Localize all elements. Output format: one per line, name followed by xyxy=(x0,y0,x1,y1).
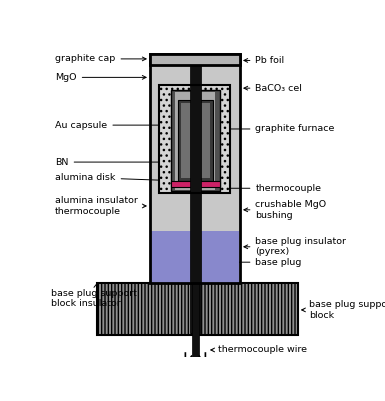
Bar xyxy=(231,55,239,282)
Bar xyxy=(150,54,240,283)
Bar xyxy=(151,231,239,283)
Bar xyxy=(181,103,210,178)
Bar xyxy=(151,193,239,231)
Bar xyxy=(150,54,240,283)
Bar xyxy=(171,91,220,191)
Text: alumina insulator
thermocouple: alumina insulator thermocouple xyxy=(55,196,146,216)
Text: MgO: MgO xyxy=(55,73,146,82)
Text: base plug insulator
(pyrex): base plug insulator (pyrex) xyxy=(244,237,346,257)
Bar xyxy=(176,92,216,190)
Text: base plug: base plug xyxy=(205,258,302,267)
Text: graphite furnace: graphite furnace xyxy=(224,124,335,134)
Bar xyxy=(159,85,230,193)
Text: crushable MgO
bushing: crushable MgO bushing xyxy=(244,200,326,219)
Bar xyxy=(192,283,199,358)
Text: BaCO₃ cel: BaCO₃ cel xyxy=(244,84,302,93)
Text: thermocouple: thermocouple xyxy=(224,184,321,193)
Text: base plug support
block insulator: base plug support block insulator xyxy=(51,283,137,308)
Bar xyxy=(159,85,230,193)
Text: BN: BN xyxy=(55,158,167,166)
Bar xyxy=(97,283,298,334)
Text: Pb foil: Pb foil xyxy=(244,56,285,65)
Text: Au capsule: Au capsule xyxy=(55,121,167,130)
Bar xyxy=(178,101,213,180)
Text: base plug support
block: base plug support block xyxy=(302,300,385,320)
Bar xyxy=(171,180,220,187)
Text: alumina disk: alumina disk xyxy=(55,173,167,182)
Bar xyxy=(150,54,240,65)
Text: thermocouple wire: thermocouple wire xyxy=(211,345,308,354)
Text: graphite cap: graphite cap xyxy=(55,55,146,63)
Bar xyxy=(190,54,201,333)
